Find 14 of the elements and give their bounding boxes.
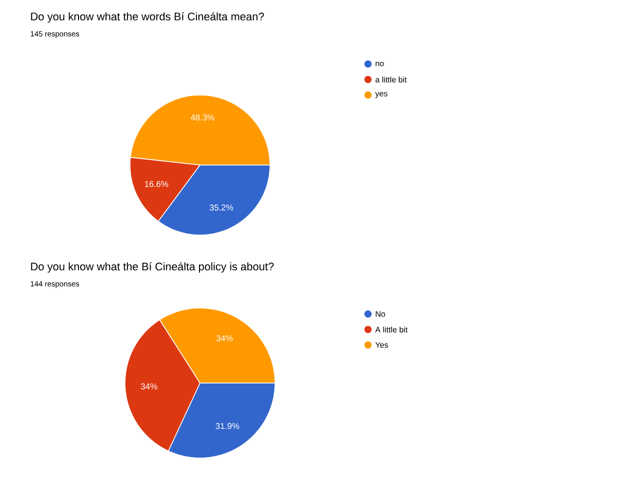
data-label: 48.3% <box>190 114 214 120</box>
data-label: 34% <box>140 383 158 390</box>
data-label: 35.2% <box>210 204 234 211</box>
chart-title: Do you know what the Bí Cineálta policy is about? <box>31 262 274 273</box>
legend-label: a little bit <box>376 76 407 82</box>
legend-label: Yes <box>375 342 388 348</box>
data-label: 16.6% <box>144 181 168 188</box>
legend-label: A little bit <box>375 326 408 332</box>
data-label: 31.9% <box>216 423 240 430</box>
legend-label: No <box>376 311 386 317</box>
legend-label: no <box>376 62 384 66</box>
data-label: 34% <box>216 335 233 342</box>
legend-label: yes <box>375 92 388 98</box>
chart-title: Do you know what the words Bí Cineálta mean? <box>31 12 264 23</box>
